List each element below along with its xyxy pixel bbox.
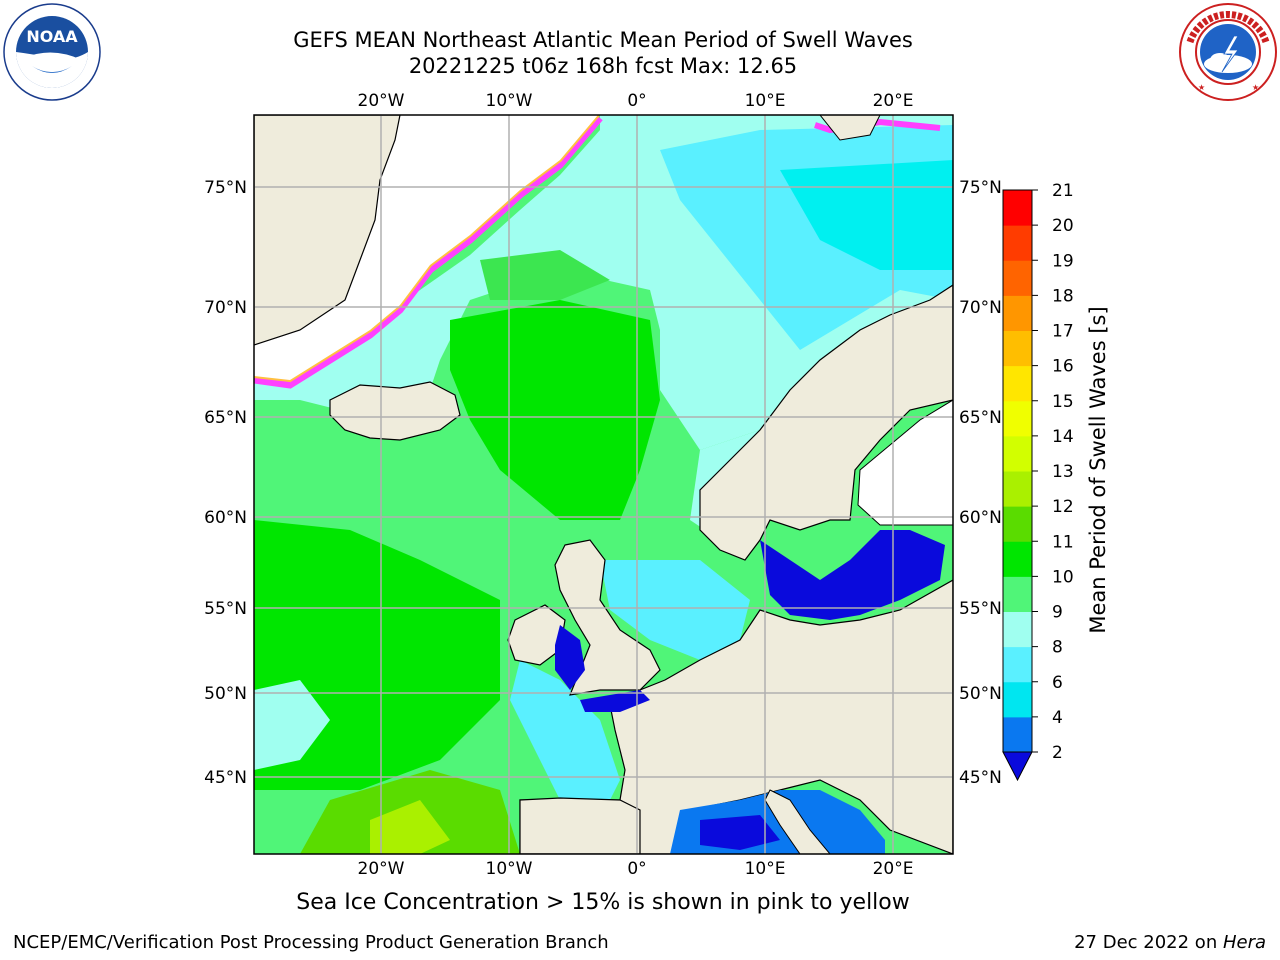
- lat-tick-left: 75°N: [204, 178, 247, 198]
- lat-tick-left: 60°N: [204, 508, 247, 528]
- iceland-land: [329, 381, 461, 441]
- lon-tick-bottom: 10°E: [745, 859, 786, 879]
- colorbar-segment: [1003, 400, 1032, 437]
- baltic-sea: [760, 530, 945, 620]
- colorbar-segment: [1003, 611, 1032, 648]
- lat-tick-left: 50°N: [204, 684, 247, 704]
- lon-tick-bottom: 20°W: [358, 859, 405, 879]
- map-area: [254, 115, 953, 854]
- colorbar-tick-label: 13: [1052, 462, 1074, 482]
- colorbar-segment: [1003, 295, 1032, 331]
- colorbar-segment: [1003, 681, 1032, 718]
- colorbar-tick-label: 2: [1052, 743, 1063, 763]
- colorbar-tick-label: 19: [1052, 251, 1074, 271]
- colorbar-tick-label: 9: [1052, 603, 1063, 623]
- mediterranean-west: [700, 815, 780, 850]
- chart-title: GEFS MEAN Northeast Atlantic Mean Period…: [293, 28, 913, 52]
- lat-tick-right: 65°N: [959, 408, 1002, 428]
- italy-land: [764, 789, 831, 854]
- lon-ticks-bottom: 20°W 10°W 0° 10°E 20°E: [358, 859, 914, 879]
- lon-tick-top: 10°E: [745, 91, 786, 111]
- lon-tick-top: 20°W: [358, 91, 405, 111]
- svalbard-land: [819, 115, 881, 141]
- credit-date-text: 27 Dec 2022 on: [1074, 932, 1223, 953]
- sea-ice-note: Sea Ice Concentration > 15% is shown in …: [296, 890, 910, 915]
- chart-subtitle: 20221225 t06z 168h fcst Max: 12.65: [408, 54, 798, 78]
- svg-text:★: ★: [1252, 83, 1259, 92]
- swell-zone-biscay: [510, 660, 620, 800]
- lat-tick-right: 50°N: [959, 684, 1002, 704]
- noaa-logo: NOAA: [3, 3, 101, 101]
- colorbar-tick-label: 6: [1052, 673, 1063, 693]
- colorbar-segment: [1003, 716, 1032, 753]
- irish-sea: [555, 625, 585, 690]
- colorbar-segment: [1003, 471, 1032, 507]
- lon-tick-bottom: 10°W: [486, 859, 533, 879]
- colorbar-segment: [1003, 576, 1032, 612]
- lat-tick-left: 65°N: [204, 408, 247, 428]
- colorbar-tick-label: 12: [1052, 497, 1074, 517]
- colorbar-segment: [1003, 190, 1032, 226]
- credit-machine: Hera: [1222, 932, 1266, 953]
- colorbar-tick-label: 14: [1052, 427, 1074, 447]
- swell-zone-10-11: [450, 300, 660, 520]
- lat-tick-right: 45°N: [959, 768, 1002, 788]
- colorbar-tick-label: 10: [1052, 567, 1074, 587]
- lon-ticks-top: 20°W 10°W 0° 10°E 20°E: [358, 91, 914, 111]
- noaa-logo-text: NOAA: [26, 27, 78, 46]
- gulf-of-bothnia-ice: [857, 399, 953, 526]
- colorbar-tick-label: 17: [1052, 322, 1074, 342]
- colorbar-label: Mean Period of Swell Waves [s]: [1086, 306, 1110, 633]
- greenland-land: [254, 115, 401, 346]
- colorbar-tick-label: 21: [1052, 181, 1074, 201]
- colorbar-segment: [1003, 330, 1032, 367]
- lon-tick-bottom: 20°E: [873, 859, 914, 879]
- swell-zone-9-10: [480, 250, 610, 300]
- lat-tick-right: 75°N: [959, 178, 1002, 198]
- lat-ticks-left: 75°N 70°N 65°N 60°N 55°N 50°N 45°N: [204, 178, 247, 788]
- europe-land: [519, 579, 953, 854]
- lon-tick-top: 0°: [627, 91, 646, 111]
- english-channel: [580, 690, 650, 712]
- graticule: [254, 115, 953, 854]
- colorbar-tick-label: 15: [1052, 392, 1074, 412]
- colorbar-segment: [1003, 225, 1032, 261]
- colorbar-segment: [1003, 646, 1032, 683]
- map-frame: [253, 114, 954, 855]
- lat-tick-right: 70°N: [959, 298, 1002, 318]
- nws-logo: ★ ★: [1179, 3, 1277, 101]
- credit-branch: NCEP/EMC/Verification Post Processing Pr…: [13, 932, 609, 953]
- colorbar-tick-label: 16: [1052, 357, 1074, 377]
- swell-zone-12-13: [370, 800, 450, 854]
- iberia-land: [519, 797, 641, 854]
- colorbar-tick-label: 18: [1052, 286, 1074, 306]
- colorbar-extend-min: [1002, 751, 1033, 782]
- lat-tick-left: 55°N: [204, 599, 247, 619]
- lon-tick-top: 20°E: [873, 91, 914, 111]
- lat-ticks-right: 75°N 70°N 65°N 60°N 55°N 50°N 45°N: [959, 178, 1002, 788]
- colorbar: 2 4 6 8 9 10 11 12 13 14 15 16 17 18 19 20 21: [1002, 181, 1074, 782]
- sea-ice-edge-pink: [254, 115, 603, 389]
- great-britain-land: [554, 539, 661, 696]
- scandinavia-land: [699, 284, 953, 561]
- swell-zone-8-9-west: [254, 680, 330, 770]
- lon-tick-top: 10°W: [486, 91, 533, 111]
- lat-tick-right: 55°N: [959, 599, 1002, 619]
- colorbar-tick-label: 20: [1052, 216, 1074, 236]
- lat-tick-right: 60°N: [959, 508, 1002, 528]
- colorbar-segment: [1003, 541, 1032, 577]
- lat-tick-left: 70°N: [204, 298, 247, 318]
- colorbar-segment: [1003, 435, 1032, 472]
- colorbar-segment: [1003, 506, 1032, 542]
- lat-tick-left: 45°N: [204, 768, 247, 788]
- colorbar-segment: [1003, 365, 1032, 402]
- svg-text:★: ★: [1198, 83, 1205, 92]
- colorbar-tick-label: 4: [1052, 708, 1063, 728]
- colorbar-tick-label: 11: [1052, 532, 1074, 552]
- colorbar-segment: [1003, 260, 1032, 296]
- credit-date: 27 Dec 2022 on Hera: [1074, 932, 1266, 953]
- lon-tick-bottom: 0°: [627, 859, 646, 879]
- colorbar-tick-label: 8: [1052, 638, 1063, 658]
